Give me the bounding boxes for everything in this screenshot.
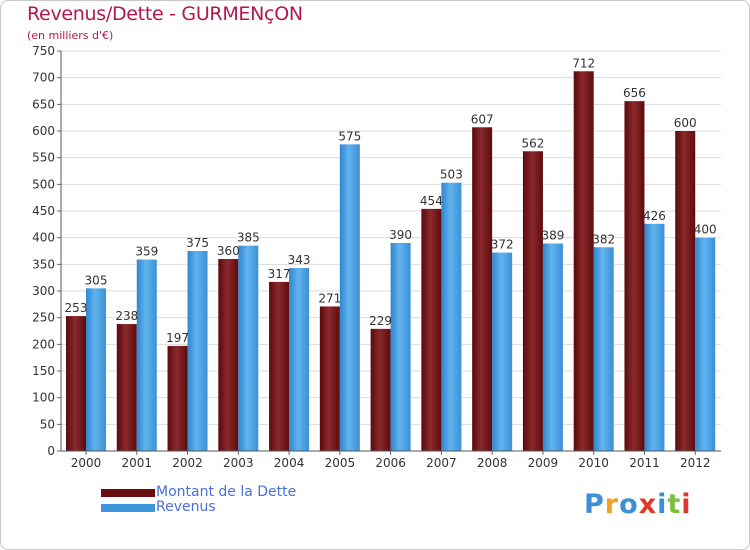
bar-dette — [370, 328, 391, 451]
data-label: 426 — [643, 209, 666, 223]
x-tick-label: 2010 — [578, 456, 609, 470]
data-label: 305 — [85, 273, 108, 287]
y-tick-label: 700 — [32, 71, 55, 85]
logo-letter: o — [619, 489, 639, 520]
x-tick-label: 2002 — [172, 456, 203, 470]
data-label: 400 — [694, 223, 717, 237]
bar-dette — [421, 208, 442, 451]
x-tick-label: 2005 — [325, 456, 356, 470]
bar-revenus — [339, 144, 360, 452]
y-tick-label: 400 — [32, 231, 55, 245]
logo-letter: t — [667, 489, 682, 520]
x-tick-label: 2012 — [680, 456, 711, 470]
bar-revenus — [695, 237, 716, 451]
x-tick-label: 2008 — [477, 456, 508, 470]
bar-dette — [66, 316, 86, 451]
bar-dette — [319, 306, 340, 451]
bar-revenus — [238, 245, 259, 451]
y-tick-label: 650 — [32, 97, 55, 111]
data-label: 253 — [65, 301, 88, 315]
y-tick-label: 50 — [40, 417, 55, 431]
bar-dette — [218, 259, 239, 451]
data-label: 197 — [166, 331, 189, 345]
data-label: 712 — [572, 56, 595, 70]
x-tick-label: 2007 — [426, 456, 457, 470]
data-label: 575 — [338, 129, 361, 143]
data-label: 375 — [186, 236, 209, 250]
x-tick-label: 2004 — [274, 456, 305, 470]
y-tick-label: 750 — [32, 44, 55, 58]
bar-revenus — [644, 223, 665, 451]
chart-subtitle: (en milliers d'€) — [27, 29, 114, 42]
legend-swatch-dette — [101, 489, 155, 497]
x-tick-label: 2000 — [71, 456, 102, 470]
legend-label-revenus: Revenus — [156, 499, 216, 515]
data-label: 656 — [623, 86, 646, 100]
logo-letter: x — [638, 489, 658, 520]
proxiti-logo: Proxiti — [584, 489, 692, 520]
y-tick-label: 250 — [32, 311, 55, 325]
bar-revenus — [390, 243, 411, 451]
x-tick-label: 2011 — [629, 456, 660, 470]
bar-revenus — [542, 243, 563, 451]
data-label: 600 — [674, 116, 697, 130]
data-label: 385 — [237, 231, 260, 245]
data-label: 317 — [268, 267, 291, 281]
bar-dette — [269, 281, 290, 451]
logo-letter: i — [681, 489, 692, 520]
y-tick-label: 450 — [32, 204, 55, 218]
bar-revenus — [441, 182, 462, 451]
y-tick-label: 550 — [32, 151, 55, 165]
bar-revenus — [86, 288, 106, 451]
logo-letter: P — [584, 489, 605, 520]
logo-letter: r — [604, 489, 620, 520]
y-tick-label: 200 — [32, 337, 55, 351]
data-label: 271 — [318, 291, 341, 305]
bar-dette — [624, 101, 645, 451]
bar-revenus — [187, 251, 208, 451]
chart-title: Revenus/Dette - GURMENçON — [27, 3, 303, 25]
data-label: 359 — [135, 245, 158, 259]
bar-revenus — [289, 268, 310, 451]
data-label: 390 — [389, 228, 412, 242]
bar-dette — [472, 127, 493, 452]
logo-letter: i — [657, 489, 668, 520]
bar-dette — [116, 324, 137, 451]
x-tick-label: 2001 — [121, 456, 152, 470]
legend-swatch-revenus — [101, 504, 155, 512]
x-tick-label: 2003 — [223, 456, 254, 470]
data-label: 360 — [217, 244, 240, 258]
data-label: 389 — [541, 229, 564, 243]
data-label: 343 — [288, 253, 311, 267]
bar-revenus — [492, 252, 513, 451]
bar-revenus — [136, 259, 157, 451]
legend-label-dette: Montant de la Dette — [156, 484, 297, 500]
data-label: 503 — [440, 168, 463, 182]
y-tick-label: 600 — [32, 124, 55, 138]
data-label: 229 — [369, 314, 392, 328]
y-tick-label: 0 — [47, 444, 55, 458]
x-tick-label: 2009 — [528, 456, 559, 470]
y-tick-label: 350 — [32, 257, 55, 271]
bar-revenus — [593, 247, 614, 451]
x-tick-label: 2006 — [375, 456, 406, 470]
data-label: 454 — [420, 194, 443, 208]
data-label: 372 — [491, 238, 514, 252]
y-tick-label: 150 — [32, 364, 55, 378]
data-label: 562 — [521, 136, 544, 150]
bar-dette — [167, 345, 188, 451]
data-label: 382 — [592, 232, 615, 246]
data-label: 607 — [471, 112, 494, 126]
bar-dette — [573, 71, 594, 452]
y-tick-label: 100 — [32, 391, 55, 405]
y-tick-label: 500 — [32, 177, 55, 191]
y-tick-label: 300 — [32, 284, 55, 298]
data-label: 238 — [115, 309, 138, 323]
bar-dette — [522, 151, 543, 451]
bar-dette — [675, 131, 696, 451]
